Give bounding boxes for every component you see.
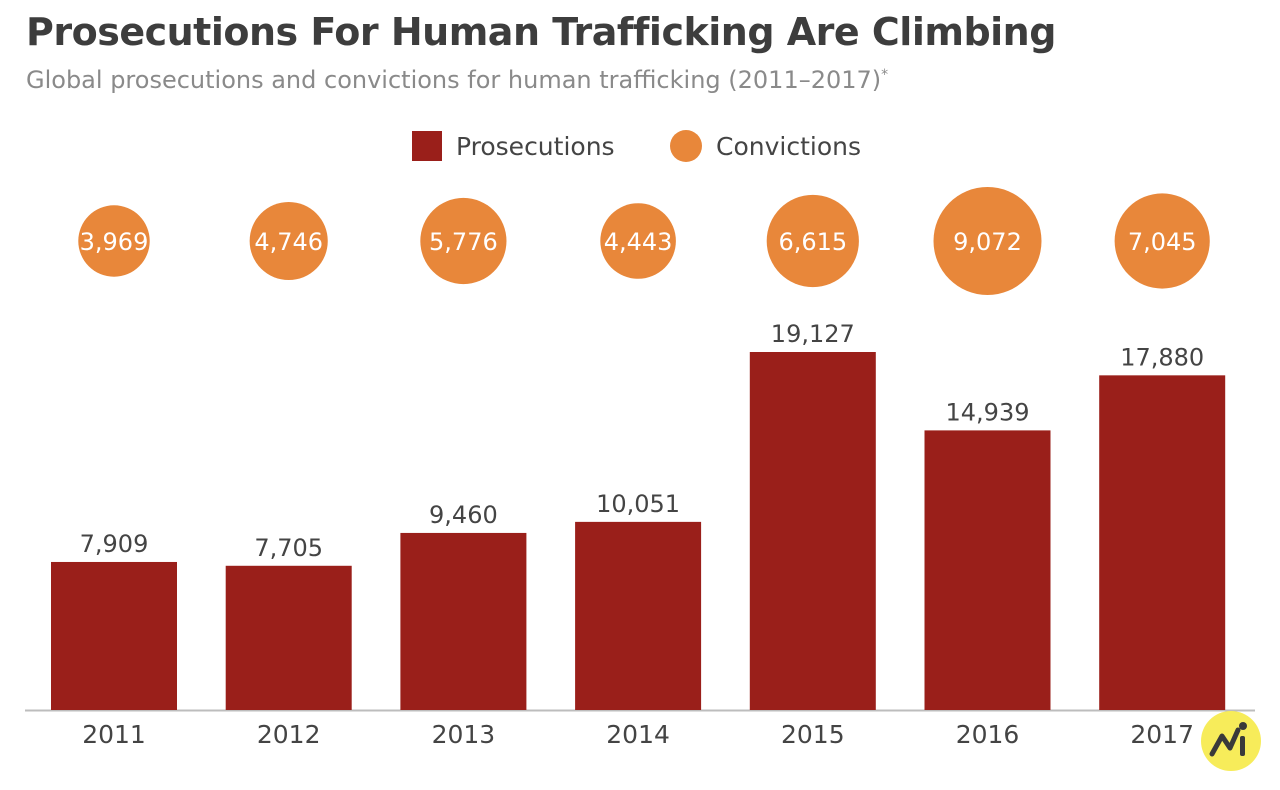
convictions-value-label: 3,969 <box>80 228 149 256</box>
convictions-bubble <box>766 194 859 288</box>
prosecutions-bar <box>400 532 527 710</box>
legend-label-prosecutions: Prosecutions <box>456 131 615 161</box>
brand-logo-icon <box>1201 711 1261 771</box>
chart-title: Prosecutions For Human Trafficking Are C… <box>26 10 1056 54</box>
chart-subtitle: Global prosecutions and convictions for … <box>26 66 888 94</box>
legend-swatch-convictions <box>670 130 702 162</box>
x-tick-label: 2011 <box>82 720 146 749</box>
x-tick-label: 2013 <box>432 720 496 749</box>
legend-item-convictions: Convictions <box>670 128 861 164</box>
prosecutions-value-label: 17,880 <box>1120 343 1204 371</box>
convictions-bubble <box>933 187 1042 295</box>
chart-legend: Prosecutions Convictions <box>0 128 1280 168</box>
convictions-bubble <box>1114 193 1210 289</box>
convictions-bubble <box>78 205 150 277</box>
convictions-value-label: 9,072 <box>953 228 1022 256</box>
prosecutions-bar <box>924 430 1051 710</box>
prosecutions-bar <box>575 521 702 710</box>
x-tick-label: 2015 <box>781 720 845 749</box>
prosecutions-value-label: 14,939 <box>946 398 1030 426</box>
convictions-value-label: 4,443 <box>604 228 673 256</box>
x-tick-label: 2017 <box>1130 720 1194 749</box>
prosecutions-bar <box>749 352 876 710</box>
prosecutions-bar <box>51 561 177 710</box>
convictions-value-label: 4,746 <box>254 228 323 256</box>
prosecutions-value-label: 7,705 <box>254 534 323 562</box>
prosecutions-bar <box>1099 375 1226 710</box>
convictions-value-label: 6,615 <box>778 228 847 256</box>
prosecutions-value-label: 9,460 <box>429 501 498 529</box>
legend-swatch-prosecutions <box>412 131 442 161</box>
subtitle-text: Global prosecutions and convictions for … <box>26 66 882 94</box>
legend-item-prosecutions: Prosecutions <box>412 128 615 164</box>
x-tick-label: 2012 <box>257 720 321 749</box>
prosecutions-value-label: 10,051 <box>596 490 680 518</box>
prosecutions-value-label: 7,909 <box>80 530 149 558</box>
x-tick-label: 2016 <box>956 720 1020 749</box>
convictions-bubble <box>420 197 507 285</box>
x-tick-label: 2014 <box>606 720 670 749</box>
convictions-value-label: 5,776 <box>429 228 498 256</box>
subtitle-footnote-mark: * <box>881 67 889 83</box>
convictions-value-label: 7,045 <box>1128 228 1197 256</box>
prosecutions-bar <box>225 565 352 710</box>
convictions-bubble <box>249 201 328 281</box>
convictions-bubble <box>600 203 676 279</box>
prosecutions-value-label: 19,127 <box>771 320 855 348</box>
legend-label-convictions: Convictions <box>716 131 861 161</box>
